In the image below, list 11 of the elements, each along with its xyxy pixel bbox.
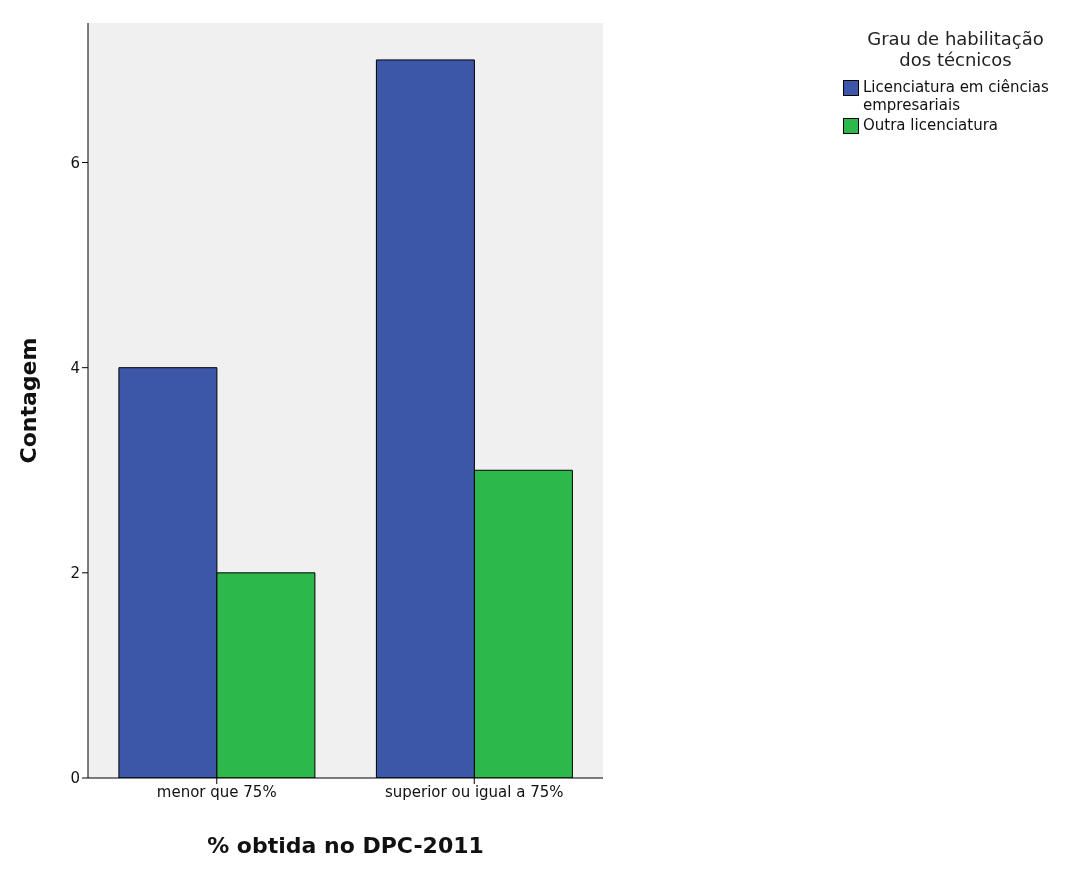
y-axis-title: Contagem bbox=[15, 337, 41, 464]
legend-title: Grau de habilitação dos técnicos bbox=[866, 28, 1045, 70]
y-tick-label: 0 bbox=[70, 769, 80, 788]
legend-label: Licenciatura em ciências empresariais bbox=[863, 78, 1050, 114]
legend-label: Outra licenciatura bbox=[863, 116, 998, 134]
x-tick-label: menor que 75% bbox=[156, 782, 277, 801]
x-tick-label: superior ou igual a 75% bbox=[384, 782, 564, 801]
y-tick-label: 6 bbox=[70, 153, 80, 172]
y-tick-label: 2 bbox=[70, 564, 80, 583]
y-tick-label: 4 bbox=[70, 359, 80, 377]
x-axis-title: % obtida no DPC-2011 bbox=[207, 833, 484, 858]
